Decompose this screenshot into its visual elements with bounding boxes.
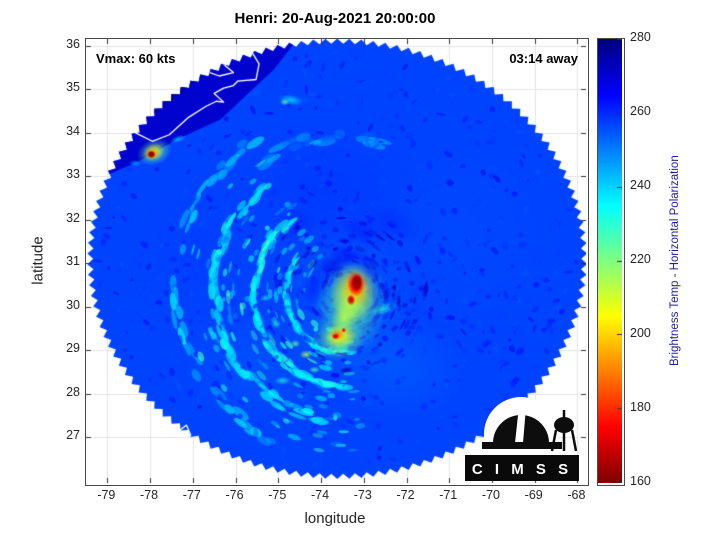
x-tick-label: -79 xyxy=(97,488,116,502)
y-tick-label: 27 xyxy=(66,428,80,443)
colorbar-gradient xyxy=(598,39,622,483)
cimss-logo-text: C I M S S xyxy=(472,461,572,478)
x-tick-label: -77 xyxy=(182,488,201,502)
cimss-banner xyxy=(465,455,579,481)
y-tick-label: 36 xyxy=(66,36,80,51)
y-tick-label: 29 xyxy=(66,341,80,356)
plot-area: Vmax: 60 kts 03:14 away C I M S S xyxy=(85,38,589,486)
x-tick-label: -68 xyxy=(567,488,586,502)
x-tick-label: -72 xyxy=(396,488,415,502)
cimss-logo: C I M S S xyxy=(465,397,579,481)
colorbar-tick-label: 280 xyxy=(630,30,651,44)
eta-annotation: 03:14 away xyxy=(509,51,578,66)
x-tick-label: -70 xyxy=(481,488,500,502)
x-tick-label: -69 xyxy=(524,488,543,502)
x-axis-label: longitude xyxy=(304,510,366,527)
y-tick-label: 33 xyxy=(66,167,80,182)
x-tick-label: -75 xyxy=(268,488,287,502)
vmax-annotation: Vmax: 60 kts xyxy=(96,51,176,66)
x-tick-label: -78 xyxy=(140,488,159,502)
colorbar-tick-label: 220 xyxy=(630,252,651,266)
colorbar-tick-label: 180 xyxy=(630,400,651,414)
plot-title: Henri: 20-Aug-2021 20:00:00 xyxy=(234,10,436,27)
y-tick-label: 35 xyxy=(66,80,80,95)
colorbar-tick-label: 160 xyxy=(630,474,651,488)
colorbar-tick-label: 200 xyxy=(630,326,651,340)
y-tick-label: 31 xyxy=(66,254,80,269)
y-tick-label: 34 xyxy=(66,123,80,138)
y-tick-label: 32 xyxy=(66,210,80,225)
x-tick-label: -73 xyxy=(353,488,372,502)
colorbar-tick-label: 240 xyxy=(630,178,651,192)
colorbar xyxy=(597,38,625,486)
x-tick-label: -74 xyxy=(310,488,330,502)
x-tick-label: -71 xyxy=(439,488,458,502)
colorbar-tick-label: 260 xyxy=(630,104,651,118)
x-tick-label: -76 xyxy=(225,488,244,502)
water-tower-icon xyxy=(554,417,574,433)
y-tick-label: 30 xyxy=(66,297,80,312)
y-tick-label: 28 xyxy=(66,384,80,399)
